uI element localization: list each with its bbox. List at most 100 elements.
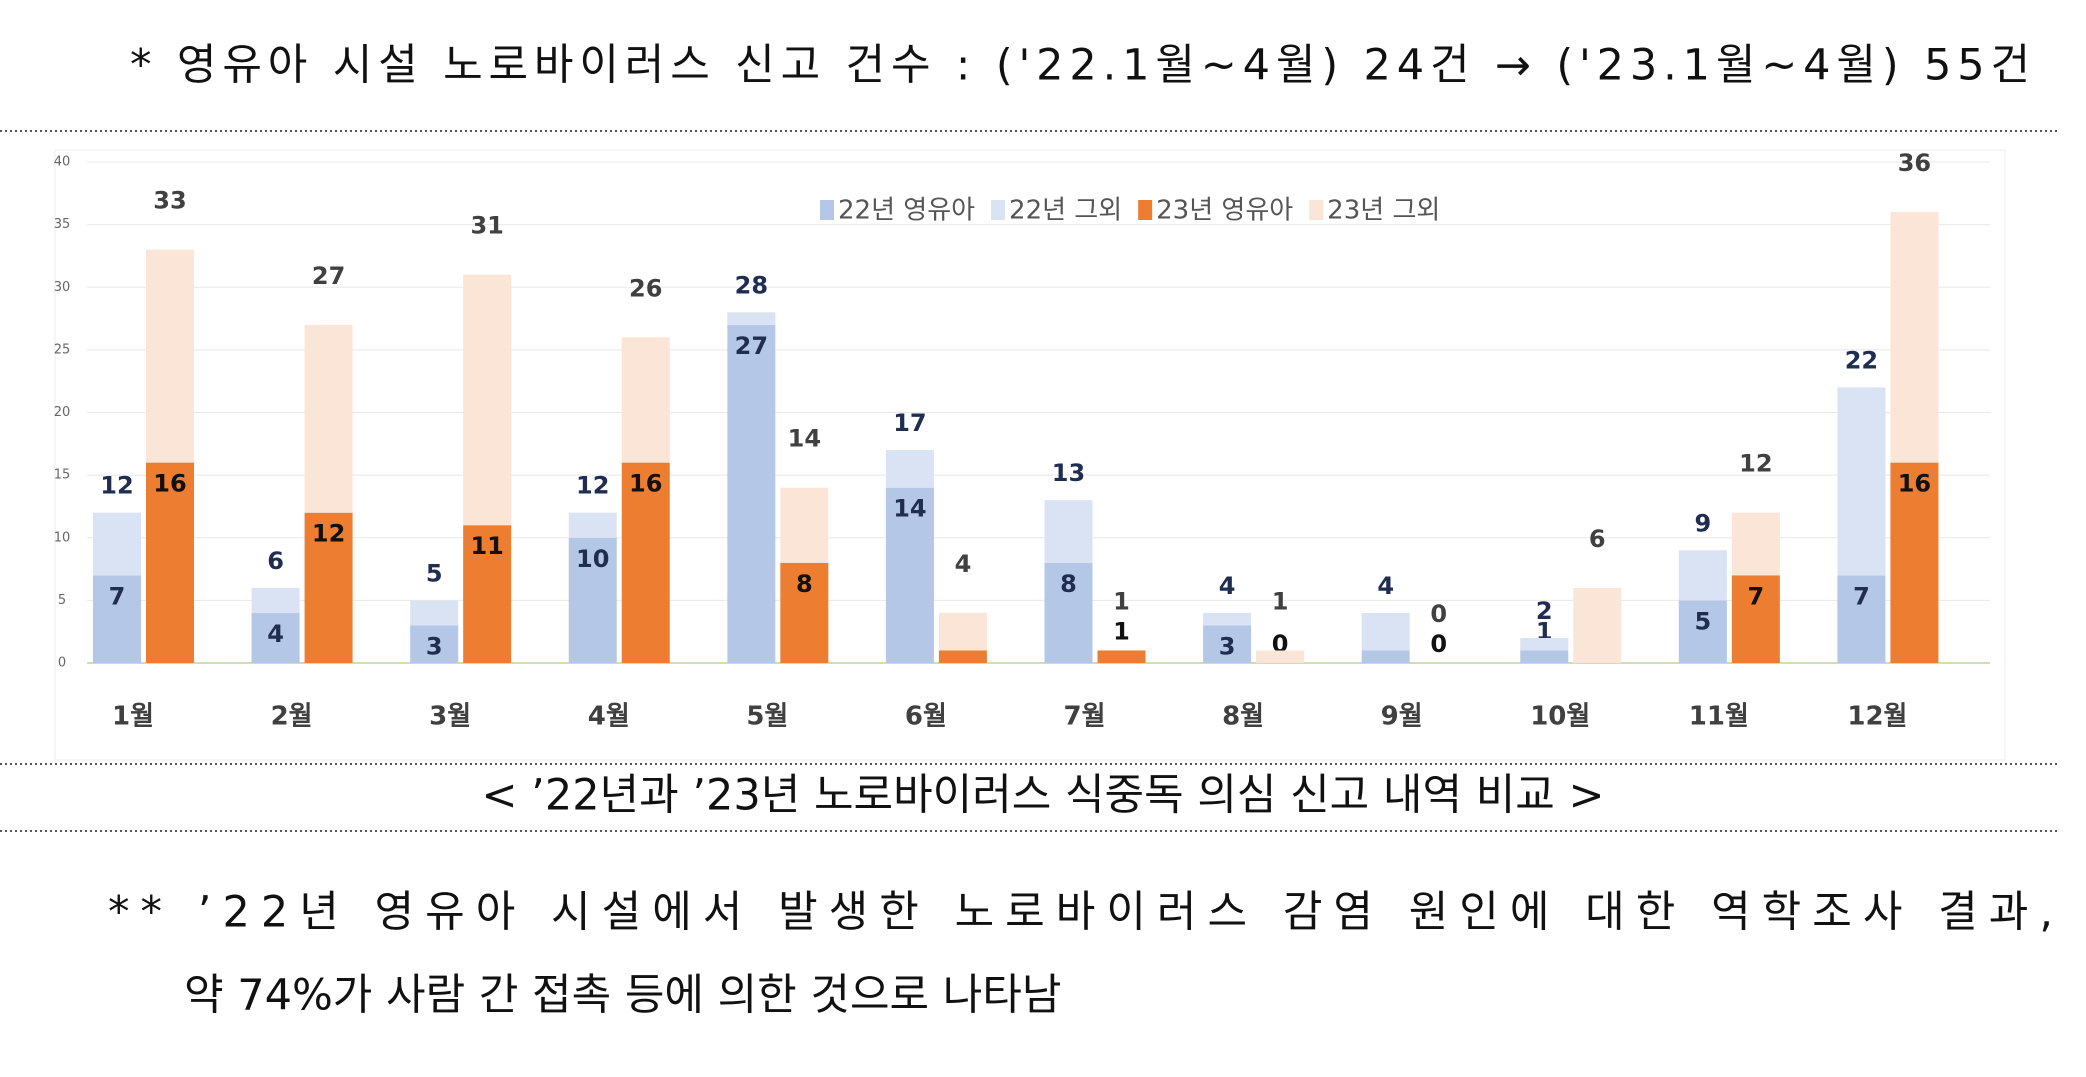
bar-segment	[1203, 625, 1252, 663]
bar-segment	[1573, 587, 1622, 663]
bar-segment	[1890, 462, 1939, 663]
bar-segment	[780, 487, 829, 563]
bar-segment	[885, 487, 934, 663]
total-label: 0	[1430, 600, 1447, 628]
total-label: 12	[576, 472, 609, 500]
legend-swatch	[991, 200, 1006, 220]
bar-segment	[1361, 650, 1410, 663]
bar-segment	[1678, 600, 1727, 663]
legend-swatch	[1138, 200, 1153, 220]
segment-label: 8	[796, 570, 813, 598]
x-tick-label: 9월	[1381, 702, 1423, 732]
bar-segment	[410, 625, 459, 663]
note-line: ** ’22년 영유아 시설에서 발생한 노로바이러스 감염 원인에 대한 역학…	[108, 888, 2053, 938]
x-tick-label: 5월	[746, 702, 788, 732]
bar-segment	[780, 562, 829, 663]
total-label: 36	[1898, 149, 1931, 177]
bar-segment	[1097, 650, 1146, 663]
x-tick-label: 10월	[1530, 702, 1590, 732]
total-label: 1	[1272, 587, 1289, 615]
bar-segment	[93, 575, 141, 663]
segment-label: 0	[1430, 630, 1447, 658]
total-label: 28	[735, 271, 768, 299]
bar-segment	[304, 512, 353, 663]
x-tick-label: 12월	[1847, 702, 1907, 732]
total-label: 4	[955, 550, 972, 578]
bar-segment	[938, 650, 987, 663]
bar-segment	[251, 587, 300, 613]
x-tick-label: 1월	[112, 702, 154, 732]
x-tick-label: 8월	[1222, 702, 1264, 732]
segment-label: 16	[629, 470, 662, 498]
total-label: 5	[426, 559, 443, 587]
bar-segment	[1520, 637, 1569, 651]
bar-segment	[146, 462, 194, 663]
bar-segment	[1361, 612, 1410, 651]
bar-segment	[621, 337, 670, 463]
total-label: 17	[893, 409, 926, 437]
bar-segment	[568, 512, 617, 538]
segment-label: 8	[1060, 570, 1077, 598]
bar-segment	[621, 462, 670, 663]
bar-segment	[938, 612, 987, 651]
total-label: 14	[788, 425, 821, 453]
total-label: 4	[1219, 572, 1236, 600]
segment-label: 7	[109, 582, 126, 610]
y-tick-label: 35	[54, 217, 71, 232]
total-label: 26	[629, 274, 662, 302]
legend-label: 23년 영유아	[1156, 196, 1293, 226]
note-line: 약 74%가 사람 간 접촉 등에 의한 것으로 나타남	[184, 971, 1061, 1021]
legend-swatch	[820, 200, 834, 220]
y-tick-label: 5	[58, 593, 66, 608]
bar-segment	[1731, 512, 1780, 576]
y-tick-label: 25	[54, 342, 71, 357]
total-label: 4	[1377, 572, 1394, 600]
total-label: 1	[1113, 587, 1130, 615]
bar-segment	[1837, 575, 1886, 663]
bar-segment	[885, 450, 934, 488]
bar-segment	[463, 525, 512, 663]
y-tick-label: 30	[54, 280, 71, 295]
total-label: 6	[1589, 525, 1606, 553]
bar-segment	[1837, 387, 1886, 576]
x-tick-label: 6월	[905, 702, 947, 732]
bar-segment	[1678, 550, 1727, 601]
bar-segment	[1256, 650, 1305, 663]
bar-segment	[463, 274, 512, 526]
bar-segment	[410, 600, 459, 626]
bar-segment	[727, 324, 776, 663]
total-label: 31	[470, 212, 503, 240]
legend-label: 22년 영유아	[838, 196, 975, 226]
x-tick-label: 4월	[588, 702, 630, 732]
y-tick-label: 10	[54, 530, 71, 545]
bar-segment	[1890, 212, 1939, 463]
segment-label: 3	[1219, 632, 1236, 660]
bar-segment	[1203, 612, 1252, 626]
chart-frame	[54, 149, 2006, 761]
y-tick-label: 40	[54, 155, 71, 170]
caption: < ’22년과 ’23년 노로바이러스 식중독 의심 신고 내역 비교 >	[481, 771, 1604, 821]
total-label: 33	[153, 187, 186, 215]
segment-label: 7	[1747, 582, 1764, 610]
header: * 영유아 시설 노로바이러스 신고 건수 : ('22.1월~4월) 24건 …	[130, 41, 2030, 91]
total-label: 2	[1536, 597, 1553, 625]
bar-segment	[1520, 650, 1569, 663]
segment-label: 10	[576, 545, 609, 573]
legend-label: 23년 그외	[1327, 196, 1440, 226]
total-label: 27	[312, 262, 345, 290]
bar-segment	[146, 249, 194, 463]
total-label: 9	[1694, 509, 1711, 537]
y-tick-label: 0	[58, 656, 66, 671]
legend-swatch	[1309, 200, 1324, 220]
segment-label: 16	[1898, 470, 1931, 498]
bar-segment	[727, 312, 776, 325]
x-tick-label: 3월	[429, 702, 471, 732]
segment-label: 27	[735, 332, 768, 360]
segment-label: 4	[267, 620, 284, 648]
bar-segment	[304, 324, 353, 513]
segment-label: 11	[470, 532, 503, 560]
x-tick-label: 2월	[271, 702, 313, 732]
bar-segment	[93, 512, 141, 576]
